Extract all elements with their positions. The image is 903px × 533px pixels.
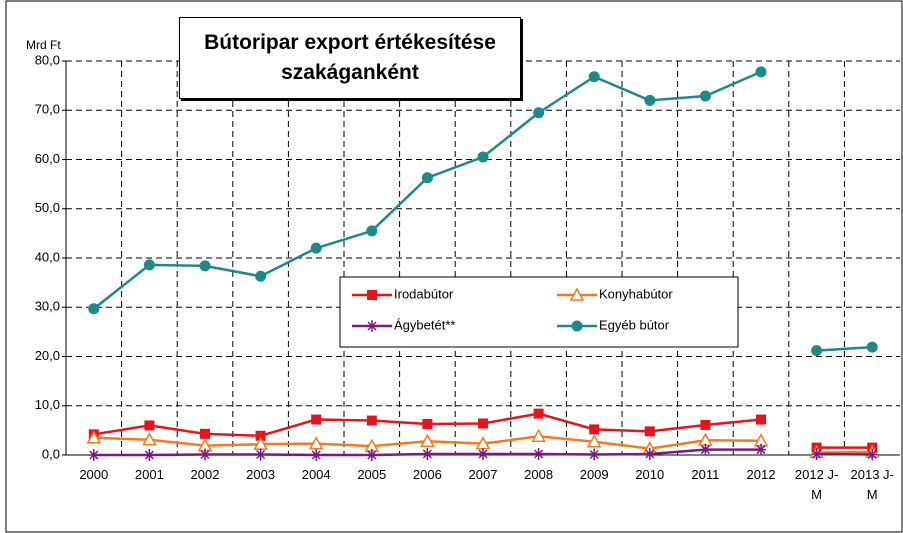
- x-tick-label: 2008: [524, 467, 554, 482]
- marker: [533, 107, 545, 119]
- x-tick-label: 2009: [579, 467, 609, 482]
- marker: [255, 430, 266, 441]
- marker: [700, 443, 711, 456]
- marker: [531, 428, 546, 443]
- marker: [366, 225, 378, 237]
- marker: [310, 242, 322, 254]
- x-tick-label: 2012: [746, 467, 776, 482]
- marker: [143, 259, 155, 271]
- marker: [144, 420, 155, 431]
- marker: [569, 287, 585, 301]
- x-tick-label: 2002: [190, 467, 220, 482]
- marker: [311, 449, 322, 461]
- x-tick-label: 2000: [79, 467, 109, 482]
- x-tick-label: 2010: [635, 467, 665, 482]
- marker: [308, 436, 324, 450]
- legend-label: Irodabútor: [394, 286, 454, 301]
- marker: [644, 448, 655, 461]
- x-tick-label: 2011: [691, 467, 720, 482]
- legend-box: [339, 276, 739, 348]
- marker: [571, 320, 583, 332]
- marker: [589, 448, 600, 461]
- y-tick-label: 40,0: [35, 249, 60, 264]
- marker: [199, 260, 211, 272]
- x-tick-label: 2012 J-M: [794, 467, 839, 502]
- marker: [866, 341, 878, 353]
- x-tick-label: 2013 J-M: [850, 467, 894, 502]
- y-tick-label: 50,0: [35, 200, 60, 215]
- y-tick-label: 30,0: [35, 299, 60, 314]
- marker: [311, 414, 322, 425]
- marker: [366, 415, 377, 426]
- marker: [699, 90, 711, 102]
- y-axis-label: Mrd Ft: [26, 38, 61, 52]
- marker: [88, 449, 99, 461]
- y-tick-label: 60,0: [35, 151, 60, 166]
- x-tick-label: 2006: [412, 467, 442, 482]
- marker: [255, 270, 267, 282]
- marker: [422, 418, 433, 429]
- marker: [478, 448, 488, 461]
- marker: [367, 320, 377, 332]
- marker: [644, 426, 655, 437]
- y-tick-label: 10,0: [35, 397, 60, 412]
- y-tick-label: 0,0: [42, 446, 60, 461]
- marker: [756, 414, 766, 425]
- marker: [255, 448, 266, 461]
- series-line: [93, 70, 762, 310]
- legend-label: Konyhabútor: [599, 286, 673, 301]
- marker: [200, 428, 210, 439]
- marker: [200, 448, 210, 461]
- marker: [421, 172, 433, 184]
- marker: [367, 290, 377, 300]
- marker: [589, 424, 600, 435]
- marker: [867, 448, 878, 461]
- marker: [700, 419, 711, 430]
- marker: [588, 71, 600, 83]
- legend-label: Egyéb bútor: [599, 317, 670, 332]
- marker: [533, 448, 544, 461]
- marker: [811, 345, 823, 357]
- x-tick-label: 2007: [468, 467, 498, 482]
- marker: [422, 448, 433, 461]
- marker: [756, 443, 766, 456]
- marker: [644, 94, 656, 106]
- marker: [144, 449, 155, 461]
- marker: [478, 418, 488, 429]
- marker: [88, 303, 100, 315]
- legend-label: Ágybetét**: [394, 317, 455, 332]
- x-tick-label: 2005: [357, 467, 387, 482]
- marker: [533, 408, 544, 419]
- marker: [477, 151, 489, 163]
- y-tick-label: 20,0: [35, 348, 60, 363]
- marker: [142, 432, 157, 446]
- marker: [86, 430, 102, 444]
- x-tick-label: 2004: [301, 467, 331, 482]
- x-tick-label: 2001: [134, 467, 164, 482]
- y-tick-label: 80,0: [35, 52, 60, 67]
- marker: [811, 448, 822, 461]
- marker: [420, 433, 435, 447]
- series-line: [816, 345, 873, 352]
- chart-frame: [5, 0, 903, 533]
- y-tick-label: 70,0: [35, 102, 60, 117]
- marker: [586, 434, 602, 448]
- marker: [366, 449, 377, 461]
- x-tick-label: 2003: [246, 467, 276, 482]
- chart-title: Bútoripar export értékesítése szakáganké…: [179, 17, 521, 99]
- marker: [755, 66, 767, 78]
